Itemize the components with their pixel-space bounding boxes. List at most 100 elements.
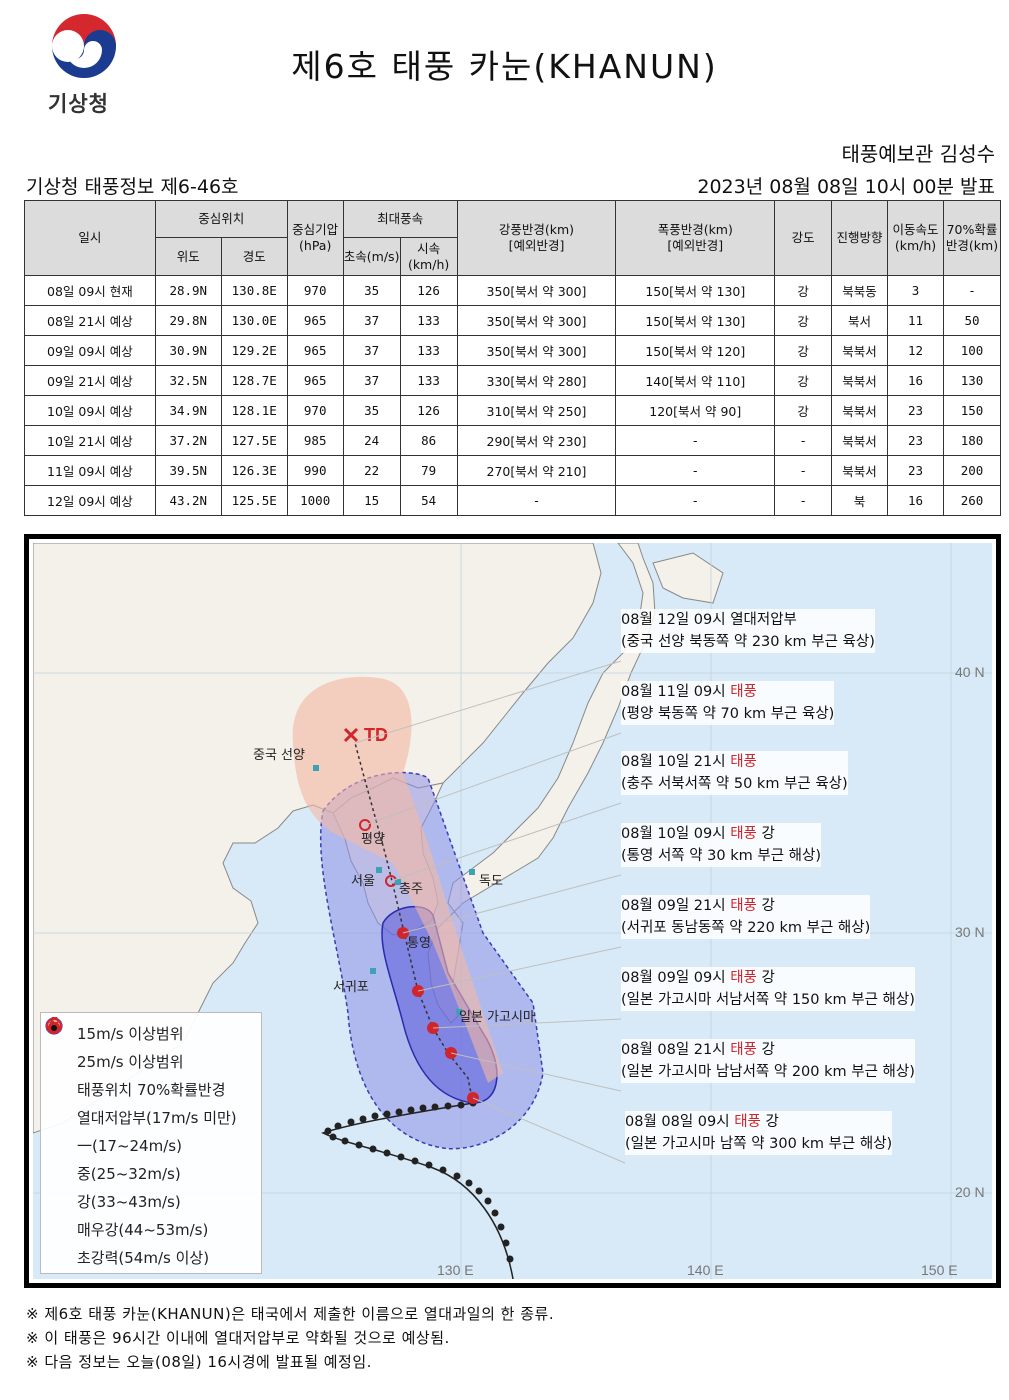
cell-storm: -: [615, 455, 776, 486]
circle-dark-blue-icon: [45, 1017, 71, 1072]
callout: 08월 08일 09시 태풍 강 (일본 가고시마 남쪽 약 300 km 부근 …: [625, 1111, 893, 1155]
prob-radius: [292, 676, 503, 1083]
place-chungju: 충주: [399, 882, 423, 897]
legend-label: 15m/s 이상범위: [77, 1024, 184, 1043]
past-track-dot: [324, 1127, 332, 1135]
th-center: 중심위치: [154, 200, 288, 238]
cell-spd: 16: [887, 485, 944, 516]
callout-type: 태풍: [730, 754, 757, 770]
cell-ms: 35: [342, 395, 401, 426]
th-speed: 이동속도(km/h): [887, 200, 944, 276]
th-storm-radius: 폭풍반경(km) [예외반경]: [615, 200, 776, 276]
cell-lon: 130.0E: [220, 305, 288, 336]
table-row: 08일 21시 예상 29.8N 130.0E 965 37 133 350[북서 약 30…: [24, 305, 1002, 336]
typhoon-info-table: 일시 중심위치 중심기압(hPa) 최대풍속 강풍반경(km) [예외반경] 폭풍…: [24, 200, 1002, 516]
cell-pres: 965: [286, 365, 344, 396]
past-track-dot: [371, 1112, 379, 1120]
callout-time-text: 08월 10일 09시: [621, 826, 731, 842]
cell-pres: 970: [286, 395, 344, 426]
callout-type: 태풍: [734, 1114, 761, 1130]
callout: 08월 09일 21시 태풍 강 (서귀포 동남동쪽 약 220 km 부근 해상…: [621, 895, 871, 939]
cell-spd: 3: [887, 275, 944, 306]
legend-item: 15m/s 이상범위: [45, 1017, 261, 1047]
cell-strong: 350[북서 약 300]: [456, 275, 617, 306]
legend-item: 매우강(44~53m/s): [48, 1017, 261, 1243]
cell-prob: 180: [942, 425, 1002, 456]
past-track-dot: [383, 1149, 391, 1157]
typhoon-track-map: TD 중국 선양 평양 서울 충주 통영 독도 서귀포 일본 가고시마 40 N…: [24, 534, 1001, 1288]
cell-spd: 16: [887, 365, 944, 396]
cell-prob: 260: [942, 485, 1002, 516]
cell-dir: 북북서: [831, 455, 889, 486]
place-tongyeong: 통영: [407, 936, 431, 951]
cell-int: -: [774, 455, 833, 486]
cell-strong: 330[북서 약 280]: [456, 365, 617, 396]
cell-kmh: 86: [399, 425, 458, 456]
cell-ms: 37: [342, 335, 401, 366]
lon-140: 140 E: [687, 1262, 724, 1278]
lat-20: 20 N: [955, 1184, 985, 1200]
legend-label: 매우강(44~53m/s): [77, 1220, 209, 1239]
past-track-dot: [484, 1197, 492, 1205]
cell-time: 10일 09시 예상: [24, 395, 156, 426]
place-dokdo: 독도: [479, 874, 503, 889]
forecast-track-line: [354, 742, 474, 1104]
callout: 08월 10일 21시 태풍 (충주 서북서쪽 약 50 km 부근 육상): [621, 751, 848, 795]
th-pressure: 중심기압(hPa): [286, 200, 344, 276]
cell-lon: 128.7E: [220, 365, 288, 396]
past-track-dot: [453, 1172, 461, 1180]
cell-pres: 965: [286, 335, 344, 366]
callout-time-text: 08월 10일 21시: [621, 754, 731, 770]
note-1: ※ 제6호 태풍 카눈(KHANUN)은 태국에서 제출한 이름으로 열대과일의…: [26, 1305, 555, 1323]
cell-kmh: 54: [399, 485, 458, 516]
past-track-dot: [419, 1104, 427, 1112]
callout-time-text: 08월 08일 09시: [625, 1114, 735, 1130]
cell-ms: 35: [342, 275, 401, 306]
cell-lat: 37.2N: [154, 425, 222, 456]
callout-intensity: 강: [760, 1114, 779, 1130]
callout-time-text: 08월 09일 09시: [621, 970, 731, 986]
note-2: ※ 이 태풍은 96시간 이내에 열대저압부로 약화될 것으로 예상됨.: [26, 1329, 450, 1347]
cell-ms: 37: [342, 305, 401, 336]
table-row: 10일 09시 예상 34.9N 128.1E 970 35 126 310[북서 약 25…: [24, 395, 1002, 426]
callout-time: 08월 09일 21시 태풍 강: [621, 895, 870, 917]
cell-storm: 150[북서 약 120]: [615, 335, 776, 366]
callout-location: (일본 가고시마 남남서쪽 약 200 km 부근 해상): [621, 1064, 915, 1080]
cell-dir: 북서: [831, 305, 889, 336]
cell-storm: -: [615, 485, 776, 516]
cell-storm: 120[북서 약 90]: [615, 395, 776, 426]
typhoon-super-icon: [48, 1017, 71, 1268]
typhoon-marker-1109: [359, 819, 371, 831]
th-kmh: 시속(km/h): [399, 237, 458, 276]
cell-lon: 129.2E: [220, 335, 288, 366]
past-track-dot: [355, 1141, 363, 1149]
cell-lat: 28.9N: [154, 275, 222, 306]
th-direction: 진행방향: [831, 200, 889, 276]
past-track-dot: [491, 1209, 499, 1217]
cell-time: 10일 21시 예상: [24, 425, 156, 456]
lat-30: 30 N: [955, 924, 985, 940]
th-lat: 위도: [154, 237, 222, 276]
callout: 08월 08일 21시 태풍 강 (일본 가고시마 남남서쪽 약 200 km 부…: [621, 1039, 915, 1083]
past-track-dot: [425, 1161, 433, 1169]
cell-strong: 270[북서 약 210]: [456, 455, 617, 486]
past-track-dot: [383, 1110, 391, 1118]
cell-pres: 985: [286, 425, 344, 456]
cell-lat: 30.9N: [154, 335, 222, 366]
typhoon-weak-icon: [48, 1017, 71, 1156]
cell-ms: 22: [342, 455, 401, 486]
cell-prob: 100: [942, 335, 1002, 366]
kma-logo-icon: [51, 13, 117, 79]
cell-lat: 32.5N: [154, 365, 222, 396]
past-track-dot: [395, 1108, 403, 1116]
callout-location: (일본 가고시마 서남서쪽 약 150 km 부근 해상): [621, 992, 915, 1008]
place-seogwipo: 서귀포: [333, 980, 369, 995]
legend-item: 초강력(54m/s 이상): [48, 1017, 261, 1271]
cell-storm: 150[북서 약 130]: [615, 305, 776, 336]
legend-item: 25m/s 이상범위: [45, 1017, 261, 1075]
cell-lat: 43.2N: [154, 485, 222, 516]
cell-dir: 북: [831, 485, 889, 516]
callout-time: 08월 08일 09시 태풍 강: [625, 1111, 892, 1133]
th-datetime: 일시: [24, 200, 156, 276]
legend-label: 25m/s 이상범위: [77, 1052, 184, 1071]
